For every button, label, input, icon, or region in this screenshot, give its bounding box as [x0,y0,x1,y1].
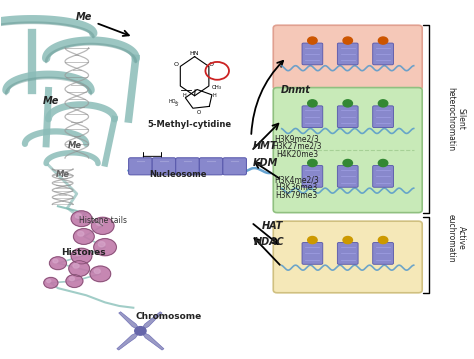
Circle shape [44,278,58,288]
Circle shape [343,37,353,44]
Circle shape [343,237,353,244]
Circle shape [308,237,317,244]
Text: 5': 5' [174,102,179,107]
Text: Histones: Histones [62,248,106,257]
Polygon shape [140,331,164,350]
FancyBboxPatch shape [176,158,199,175]
Circle shape [98,242,105,247]
Circle shape [71,248,92,264]
Text: Histone tails: Histone tails [79,216,127,225]
Text: HO-: HO- [169,99,178,104]
Circle shape [308,100,317,107]
Text: Nucleosome: Nucleosome [149,170,207,179]
Text: HAT: HAT [262,221,283,231]
Polygon shape [118,312,140,331]
FancyBboxPatch shape [337,43,358,65]
FancyBboxPatch shape [223,158,246,175]
Circle shape [91,217,114,234]
Circle shape [378,237,388,244]
Text: Me: Me [43,96,59,106]
Text: Me: Me [76,13,92,22]
FancyBboxPatch shape [337,243,358,264]
Text: H: H [212,93,216,98]
FancyBboxPatch shape [373,165,393,187]
Text: Dnmt: Dnmt [281,85,311,95]
FancyBboxPatch shape [373,43,393,65]
Circle shape [78,232,84,236]
FancyBboxPatch shape [273,25,422,90]
Circle shape [308,159,317,167]
Circle shape [69,277,74,281]
Text: H4K20me3: H4K20me3 [276,150,318,159]
Text: Chromosome: Chromosome [136,312,202,321]
Text: HN: HN [190,51,199,56]
Text: KDM: KDM [253,158,278,168]
Circle shape [96,220,103,225]
Text: O: O [197,110,201,115]
Text: H3K79me3: H3K79me3 [276,191,318,200]
Circle shape [343,159,353,167]
Text: 5-Methyl-cytidine: 5-Methyl-cytidine [148,120,232,129]
FancyBboxPatch shape [337,165,358,187]
Text: O: O [173,62,178,67]
Circle shape [378,100,388,107]
Circle shape [53,259,58,263]
FancyBboxPatch shape [302,243,323,264]
FancyBboxPatch shape [302,43,323,65]
FancyBboxPatch shape [273,221,422,293]
Text: Silent
heterochromatin: Silent heterochromatin [447,87,466,151]
Circle shape [73,264,79,268]
Circle shape [378,37,388,44]
Text: O: O [209,62,214,67]
FancyBboxPatch shape [128,158,152,175]
FancyBboxPatch shape [302,106,323,127]
FancyBboxPatch shape [152,158,176,175]
FancyBboxPatch shape [373,243,393,264]
Polygon shape [117,331,140,350]
Text: HDAC: HDAC [254,237,284,247]
Text: H: H [182,93,186,98]
Polygon shape [140,312,162,331]
Circle shape [135,327,146,335]
FancyBboxPatch shape [273,88,422,213]
Circle shape [308,37,317,44]
Text: H3K9me2/3: H3K9me2/3 [274,134,319,143]
Text: H3K36me3: H3K36me3 [276,183,318,192]
Circle shape [73,229,94,244]
Circle shape [90,266,111,282]
Circle shape [343,100,353,107]
Text: HMT: HMT [253,141,277,151]
FancyBboxPatch shape [302,165,323,187]
Text: Active
euchromatin: Active euchromatin [447,214,466,262]
Circle shape [94,239,117,256]
Circle shape [378,159,388,167]
FancyBboxPatch shape [337,106,358,127]
Text: H3K4me2/3: H3K4me2/3 [274,175,319,184]
FancyBboxPatch shape [373,106,393,127]
Circle shape [49,257,66,270]
Circle shape [66,275,83,288]
Text: CH₃: CH₃ [211,85,222,90]
Text: H3K27me2/3: H3K27me2/3 [272,142,321,151]
FancyBboxPatch shape [199,158,223,175]
Circle shape [75,214,82,218]
Circle shape [71,211,92,227]
Circle shape [69,261,90,276]
Circle shape [46,279,51,283]
Text: Me: Me [55,170,70,179]
Circle shape [94,269,100,274]
Circle shape [75,251,82,256]
Text: Me: Me [67,141,82,150]
